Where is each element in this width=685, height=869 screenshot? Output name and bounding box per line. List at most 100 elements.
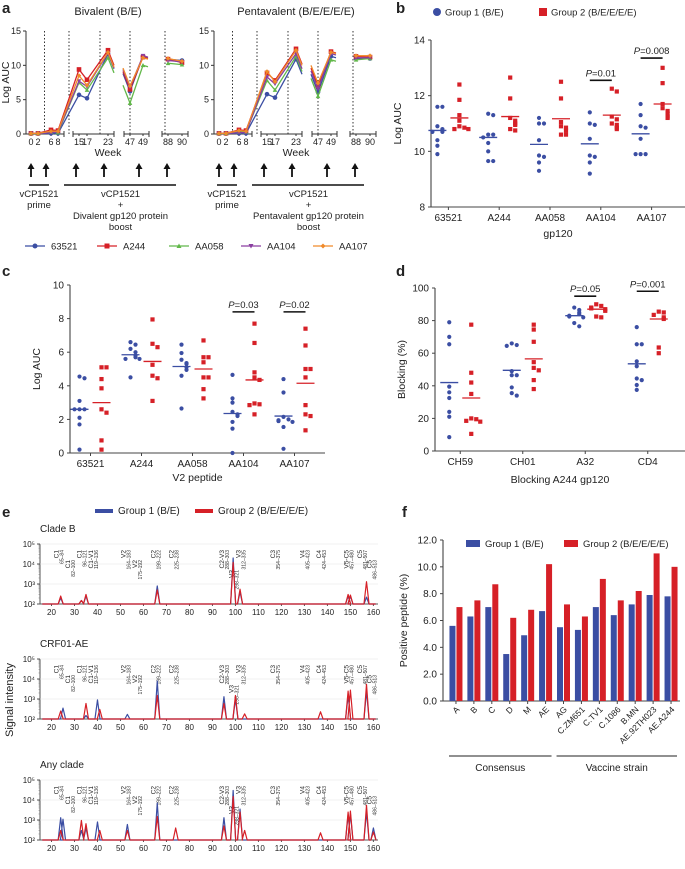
x-tick-label: 140: [321, 608, 335, 617]
group2-signal-trace: [42, 683, 376, 720]
group1-data-point: [587, 110, 592, 115]
x-tick-label: 150: [344, 723, 358, 732]
data-point-A244: [315, 83, 321, 89]
group2-bar: [581, 616, 588, 701]
group1-data-point: [541, 121, 547, 126]
arrow-head: [135, 163, 143, 169]
y-tick-label: 10: [199, 60, 209, 70]
x-tick-label: 110: [252, 608, 265, 617]
group2-data-point: [457, 97, 462, 102]
data-point-63521: [76, 92, 82, 98]
region-range-label: 119–136: [94, 550, 100, 569]
x-tick-label: 17: [82, 137, 92, 147]
group1-data-point: [514, 342, 519, 348]
group2-data-point: [150, 362, 155, 367]
y-axis-title: Blocking (%): [396, 340, 408, 399]
group2-data-point: [201, 338, 206, 343]
region-range-label: 175–192: [138, 796, 144, 816]
group2-data-point: [452, 126, 457, 132]
group1-data-point: [634, 359, 639, 364]
group1-data-point: [486, 140, 491, 146]
y-tick-label: 8: [58, 314, 64, 325]
region-label: V3: [228, 685, 235, 693]
group2-data-point: [150, 317, 155, 322]
group1-data-point: [587, 153, 592, 158]
p-value-label: P=0.01: [586, 68, 616, 79]
panel-e-legend: Group 1 (B/E) Group 2 (B/E/E/E/E): [95, 506, 308, 517]
panel-e-subplot-0: Clade B 10² 10³ 10⁴ 10⁵ 20 30 40 50 60 70 80 90 100 11…: [23, 524, 381, 617]
group1-data-point: [509, 391, 514, 396]
panel-f-bar-chart: 0.0 2.0 4.0 6.0 8.0 10.0 12.0 Positive peptide …: [398, 536, 680, 774]
group2-data-point: [656, 345, 661, 350]
immunization-arrow-icon: [230, 163, 238, 177]
group1-data-point: [638, 136, 643, 141]
group1-data-point: [638, 113, 643, 118]
y-tick-label: 10: [11, 60, 21, 70]
x-tick-label: 150: [344, 844, 358, 853]
region-label: V5-C5: [343, 786, 350, 805]
x-tick-label: A244: [130, 459, 154, 470]
group2-data-point: [303, 403, 308, 408]
boost-label: vCP1521: [289, 189, 328, 200]
x-tick-label: 120: [275, 844, 289, 853]
x-tick-label: 110: [252, 723, 265, 732]
p-value-label: P=0.05: [570, 284, 600, 295]
group1-data-point: [230, 400, 235, 405]
group2-data-point: [303, 326, 308, 331]
region-range-label: 119–136: [94, 786, 100, 805]
x-tick-label: 60: [139, 723, 148, 732]
group2-data-point: [469, 431, 474, 436]
group2-data-point: [469, 380, 474, 385]
region-range-label: 288–303: [225, 786, 231, 806]
y-tick-label: 10⁵: [23, 540, 35, 549]
group2-data-point: [457, 82, 462, 87]
data-point-AA107: [223, 131, 229, 136]
prime-label: vCP1521: [19, 189, 58, 200]
group2-data-point: [464, 418, 469, 423]
x-tick-label: 160: [367, 608, 381, 617]
group2-data-point: [531, 360, 536, 365]
group1-data-point: [491, 113, 496, 118]
immunization-arrow-icon: [100, 163, 108, 177]
group1-data-point: [486, 158, 491, 164]
boost-label: +: [118, 200, 124, 211]
x-tick-label: 6: [236, 137, 241, 147]
y-tick-label: 8: [419, 203, 425, 214]
y-tick-label: 10²: [23, 836, 35, 845]
group2-data-point: [99, 365, 104, 370]
data-point-AA058: [315, 93, 321, 99]
region-range-label: 199–222: [156, 550, 162, 570]
panel-label-a: a: [2, 0, 11, 17]
group2-data-point: [104, 365, 109, 370]
region-label: V2: [132, 796, 139, 804]
group2-data-point: [457, 113, 462, 118]
region-range-label: 298–321: [234, 570, 240, 590]
group1-data-point: [235, 413, 240, 419]
x-tick-label: A32: [576, 457, 594, 468]
region-label: C5: [357, 786, 364, 795]
region-label: C2: [150, 550, 157, 559]
group1-bar: [628, 604, 635, 701]
group2-data-point: [150, 373, 155, 378]
immunization-arrow-icon: [323, 163, 331, 177]
x-tick-label: 130: [298, 723, 312, 732]
group2-data-point: [660, 106, 665, 111]
y-tick-label: 80: [418, 316, 430, 327]
group2-data-point: [513, 122, 518, 127]
region-label: C2: [150, 665, 157, 674]
y-tick-label: 12: [414, 91, 426, 102]
region-label: V5-C5: [343, 665, 350, 684]
group2-data-point: [252, 375, 257, 380]
group1-data-point: [440, 104, 445, 109]
region-range-label: 312–335: [241, 665, 247, 685]
group2-data-point: [531, 386, 536, 392]
group2-bar: [564, 604, 570, 701]
region-range-label: 164–183: [126, 550, 132, 570]
group1-data-point: [230, 426, 235, 431]
y-tick-label: 10²: [23, 600, 35, 609]
series-line-AA058: [122, 64, 149, 105]
group1-data-point: [536, 153, 542, 158]
region-label: C5: [357, 550, 364, 559]
